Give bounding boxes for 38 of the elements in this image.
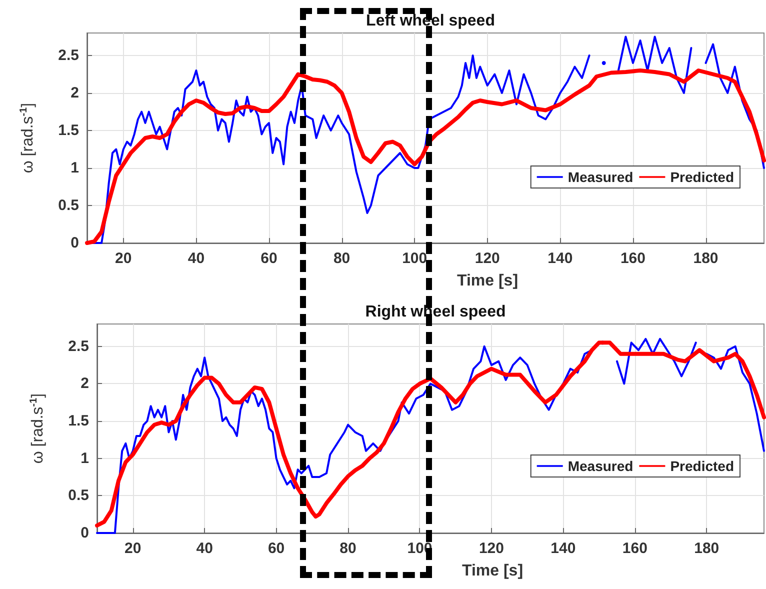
y-tick-label: 2 — [70, 84, 79, 102]
x-axis-title: Time [s] — [462, 562, 524, 580]
x-tick-label: 60 — [260, 250, 278, 267]
y-tick-label: 1 — [70, 160, 79, 176]
chart-title: Right wheel speed — [365, 304, 506, 320]
x-tick-label: 160 — [620, 250, 646, 267]
y-tick-label: 2 — [80, 375, 89, 392]
y-tick-label: 2.5 — [58, 47, 79, 64]
y-tick-label: 2.5 — [68, 338, 89, 355]
legend-label: Predicted — [670, 169, 734, 185]
x-tick-label: 40 — [188, 250, 205, 267]
y-tick-label: 0.5 — [68, 487, 89, 504]
legend-label: Measured — [568, 169, 634, 185]
x-tick-label: 60 — [268, 540, 285, 557]
x-tick-label: 180 — [694, 540, 720, 557]
x-tick-label: 80 — [340, 540, 356, 557]
y-tick-label: 1.5 — [58, 122, 79, 139]
x-tick-label: 120 — [478, 540, 504, 557]
legend-label: Predicted — [670, 458, 734, 474]
x-axis-title: Time [s] — [456, 272, 518, 290]
x-tick-label: 140 — [548, 250, 573, 267]
x-tick-label: 120 — [474, 250, 500, 267]
y-tick-label: 0.5 — [58, 197, 79, 214]
y-tick-label: 0 — [70, 234, 79, 252]
y-axis-title: ω [rad.s-1] — [28, 393, 46, 464]
x-tick-label: 40 — [196, 540, 213, 557]
y-tick-label: 0 — [80, 524, 89, 542]
y-axis-title: ω [rad.s-1] — [18, 102, 36, 174]
y-tick-label: 1.5 — [68, 412, 89, 430]
x-tick-label: 80 — [333, 250, 350, 267]
x-tick-label: 20 — [124, 540, 142, 557]
x-tick-label: 100 — [402, 250, 428, 267]
legend-label: Measured — [568, 458, 634, 474]
x-tick-label: 140 — [550, 540, 576, 557]
x-tick-label: 160 — [622, 540, 648, 557]
y-tick-label: 1 — [80, 450, 89, 467]
x-tick-label: 180 — [693, 250, 718, 267]
x-tick-label: 20 — [115, 250, 132, 267]
